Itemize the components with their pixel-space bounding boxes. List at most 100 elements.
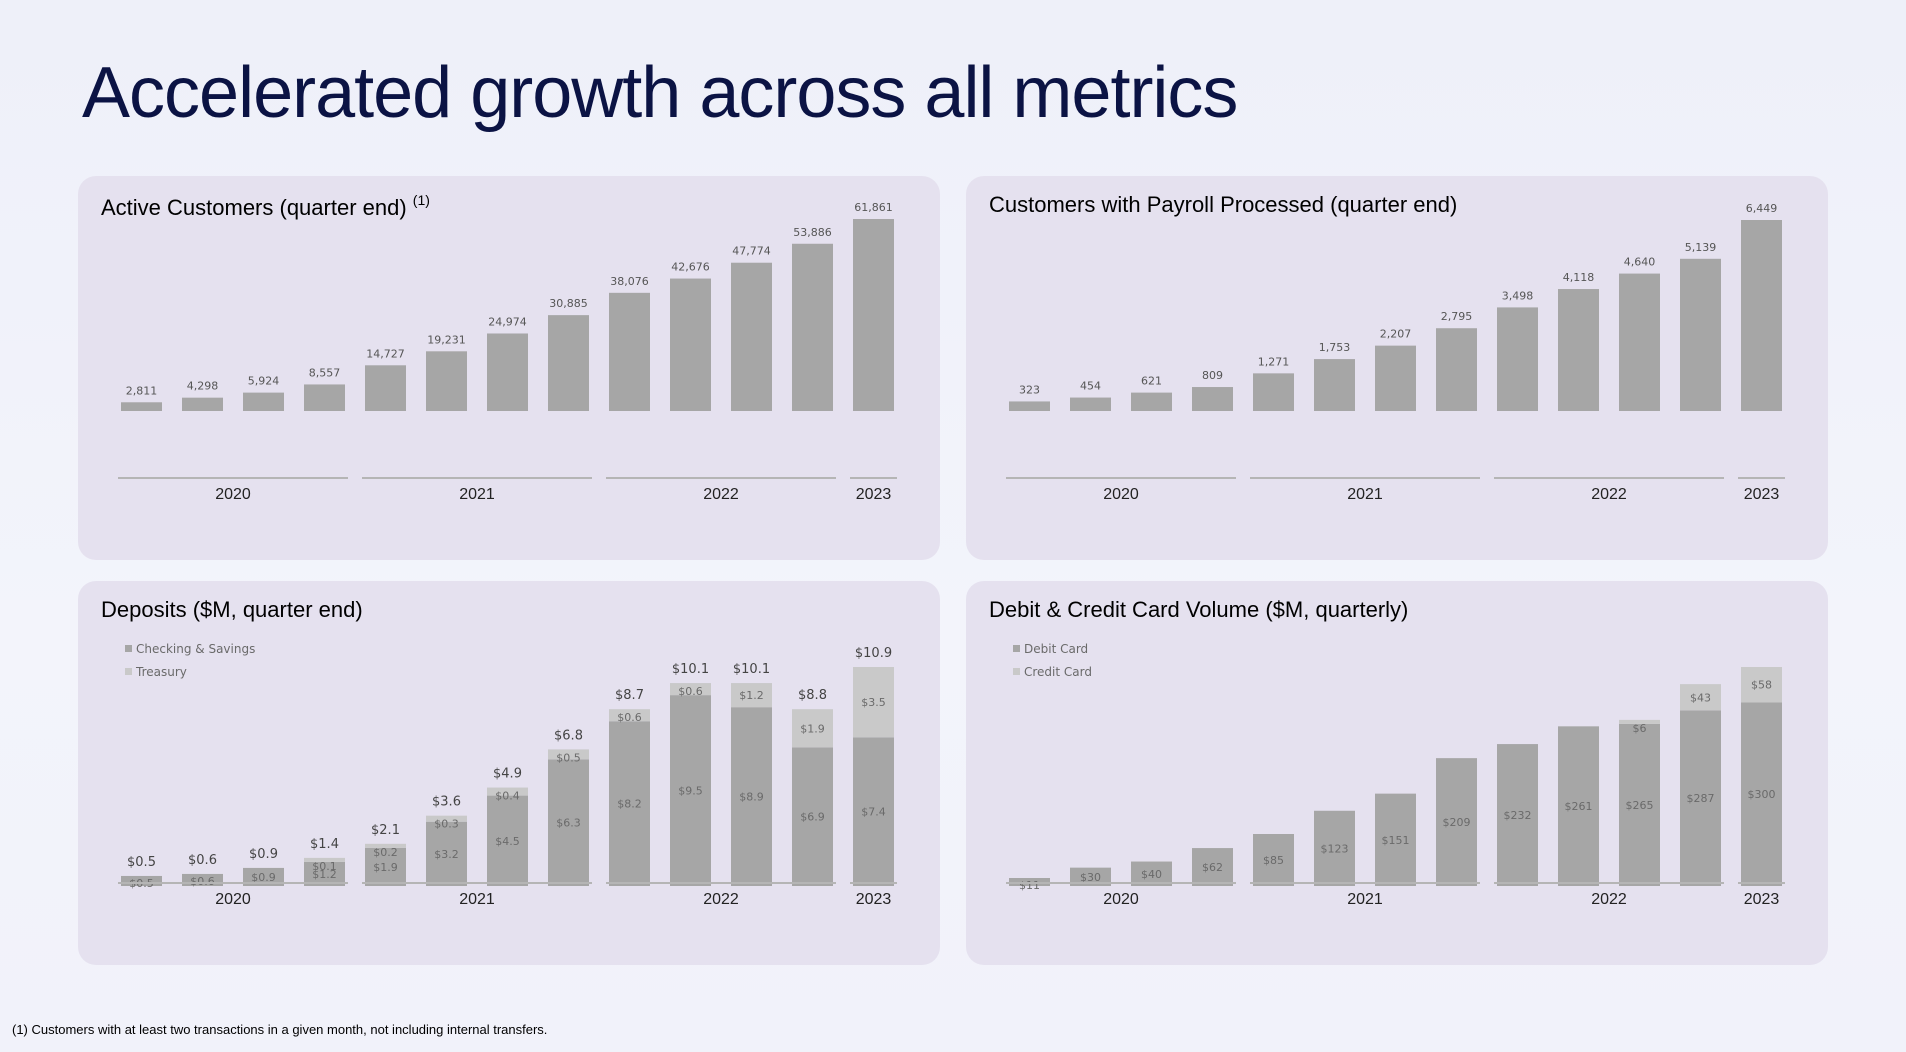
segment-label: $58 (1751, 679, 1772, 692)
bar (121, 402, 162, 411)
bar-segment (853, 667, 894, 738)
segment-label: $265 (1626, 799, 1654, 812)
segment-label: $8.9 (739, 791, 764, 804)
data-label: 2,811 (126, 384, 158, 397)
data-label: 30,885 (549, 297, 588, 310)
segment-label: $0.1 (312, 860, 337, 873)
data-label: 4,640 (1624, 256, 1656, 269)
year-label: 2023 (1744, 891, 1780, 908)
bar-segment (670, 683, 711, 696)
bar (670, 278, 711, 411)
bar-segment (1680, 684, 1721, 711)
bar (1131, 392, 1172, 411)
total-label: $1.4 (310, 837, 339, 852)
year-label: 2022 (703, 486, 739, 503)
bar (304, 384, 345, 411)
total-label: $6.8 (554, 728, 583, 743)
bar-segment (1070, 867, 1111, 886)
total-label: $10.1 (733, 662, 770, 677)
segment-label: $0.6 (678, 685, 703, 698)
segment-label: $232 (1504, 809, 1532, 822)
bar (243, 392, 284, 411)
segment-label: $209 (1443, 816, 1471, 829)
bar-segment (304, 861, 345, 886)
segment-label: $0.5 (556, 751, 581, 764)
legend-label: Credit Card (1024, 665, 1092, 679)
data-label: 4,118 (1563, 271, 1595, 284)
data-label: 323 (1019, 383, 1040, 396)
segment-label: $8.2 (617, 798, 642, 811)
segment-label: $123 (1321, 842, 1349, 855)
total-label: $10.1 (672, 662, 709, 677)
data-label: 8,557 (309, 366, 341, 379)
segment-label: $6 (1633, 722, 1647, 735)
year-label: 2020 (215, 486, 251, 503)
bar-segment (121, 875, 162, 886)
year-label: 2021 (459, 891, 495, 908)
bar-segment (548, 759, 589, 886)
bar (487, 333, 528, 411)
bar (1436, 328, 1477, 411)
segment-label: $85 (1263, 854, 1284, 867)
bar (1070, 397, 1111, 411)
year-label: 2021 (1347, 891, 1383, 908)
segment-label: $0.6 (190, 875, 215, 888)
bar-segment (426, 821, 467, 886)
page-title: Accelerated growth across all metrics (82, 53, 1238, 133)
total-label: $2.1 (371, 823, 400, 838)
deposits-chart: $0.5$0.5$0.6$0.6$0.9$0.9$0.1$1.2$1.4$0.2… (118, 642, 897, 908)
bar-segment (365, 847, 406, 886)
bar (548, 315, 589, 411)
bar-segment (1741, 702, 1782, 886)
footnote: (1) Customers with at least two transact… (12, 1022, 548, 1037)
year-label: 2021 (1347, 486, 1383, 503)
year-label: 2023 (856, 486, 892, 503)
bar-segment (1375, 793, 1416, 886)
bar-segment (609, 709, 650, 722)
data-label: 2,207 (1380, 328, 1412, 341)
bar-segment (1741, 667, 1782, 703)
bar (1253, 373, 1294, 411)
data-label: 24,974 (488, 315, 527, 328)
year-label: 2020 (1103, 891, 1139, 908)
legend-label: Debit Card (1024, 642, 1088, 656)
total-label: $0.9 (249, 847, 278, 862)
data-label: 14,727 (366, 347, 405, 360)
bar-segment (1497, 744, 1538, 886)
year-label: 2022 (1591, 891, 1627, 908)
data-label: 1,753 (1319, 341, 1351, 354)
segment-label: $6.9 (800, 811, 825, 824)
data-label: 454 (1080, 380, 1101, 393)
segment-label: $9.5 (678, 785, 703, 798)
panel-title-text: Active Customers (quarter end) (101, 195, 407, 220)
segment-label: $0.9 (251, 871, 276, 884)
data-label: 1,271 (1258, 355, 1290, 368)
data-label: 4,298 (187, 380, 219, 393)
total-label: $10.9 (855, 646, 892, 661)
footnote-marker: (1) (412, 192, 430, 208)
segment-label: $62 (1202, 861, 1223, 874)
bar (1009, 401, 1050, 411)
segment-label: $30 (1080, 871, 1101, 884)
data-label: 809 (1202, 369, 1223, 382)
data-label: 53,886 (793, 226, 832, 239)
bar (1497, 307, 1538, 411)
segment-label: $1.2 (739, 689, 764, 702)
bar (1558, 289, 1599, 411)
data-label: 5,139 (1685, 241, 1717, 254)
bar (731, 262, 772, 411)
segment-label: $0.2 (373, 846, 398, 859)
year-label: 2020 (1103, 486, 1139, 503)
segment-label: $151 (1382, 834, 1410, 847)
data-label: 621 (1141, 375, 1162, 388)
panel-title: Customers with Payroll Processed (quarte… (989, 192, 1458, 217)
segment-label: $3.5 (861, 696, 886, 709)
bar-segment (609, 721, 650, 886)
panel-title: Debit & Credit Card Volume ($M, quarterl… (989, 597, 1409, 622)
bar-segment (548, 749, 589, 760)
year-label: 2021 (459, 486, 495, 503)
segment-label: $40 (1141, 868, 1162, 881)
total-label: $8.8 (798, 688, 827, 703)
bar (426, 351, 467, 411)
bar-segment (1680, 710, 1721, 886)
